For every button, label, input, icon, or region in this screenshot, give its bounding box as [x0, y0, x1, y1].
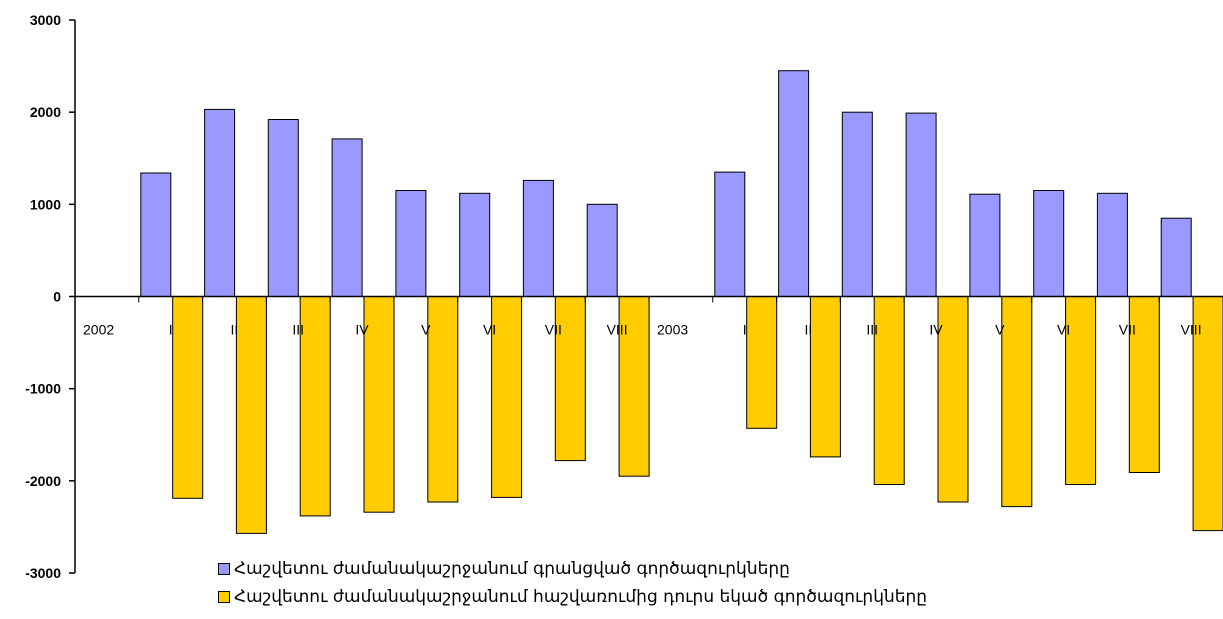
bar-registered-15	[1033, 190, 1065, 297]
x-category-label: II	[805, 322, 813, 338]
bar-removed-4	[363, 296, 395, 513]
bar-removed-14	[1001, 296, 1033, 508]
y-tick-label: -2000	[25, 473, 61, 489]
bar-registered-2	[204, 108, 236, 298]
bar-registered-11	[778, 70, 810, 297]
x-category-label: VII	[545, 322, 562, 338]
legend-item-registered: Հաշվետու ժամանակաշրջանում գրանցված գործա…	[218, 555, 927, 583]
bar-registered-5	[395, 190, 427, 297]
bar-removed-17	[1192, 296, 1223, 532]
bar-registered-4	[331, 138, 363, 297]
legend-label-registered: Հաշվետու ժամանակաշրջանում գրանցված գործա…	[234, 559, 790, 579]
y-tick-label: 0	[53, 289, 61, 305]
x-category-label: III	[866, 322, 878, 338]
bar-removed-10	[746, 296, 778, 429]
bar-removed-6	[491, 296, 523, 498]
bar-registered-12	[841, 111, 873, 297]
bar-registered-10	[714, 171, 746, 298]
x-category-label: V	[421, 322, 431, 338]
bar-registered-6	[459, 192, 491, 297]
bar-registered-13	[905, 112, 937, 297]
y-tick-label: 1000	[30, 196, 61, 212]
bar-removed-12	[873, 296, 905, 485]
x-category-label: I	[743, 322, 747, 338]
bar-removed-1	[172, 296, 204, 499]
bar-registered-8	[586, 203, 618, 297]
bar-removed-5	[427, 296, 459, 503]
bar-removed-3	[299, 296, 331, 517]
x-category-label: I	[169, 322, 173, 338]
bar-registered-16	[1096, 192, 1128, 297]
bars	[140, 70, 1223, 534]
bar-registered-17	[1160, 217, 1192, 297]
legend-item-removed: Հաշվետու ժամանակաշրջանում հաշվառումից դո…	[218, 583, 927, 611]
y-tick-label: -3000	[25, 565, 61, 581]
x-category-label: IV	[929, 322, 943, 338]
x-category-label: 2003	[657, 322, 688, 338]
bar-removed-15	[1065, 296, 1097, 485]
x-category-label: VII	[1119, 322, 1136, 338]
bar-registered-7	[522, 179, 554, 297]
bar-removed-2	[235, 296, 267, 534]
bar-removed-11	[809, 296, 841, 458]
x-category-label: V	[995, 322, 1005, 338]
y-tick-label: 3000	[30, 12, 61, 28]
x-category-label: 2002	[83, 322, 114, 338]
x-category-label: III	[292, 322, 304, 338]
bar-registered-1	[140, 172, 172, 297]
legend-swatch-removed	[218, 591, 230, 603]
legend-label-removed: Հաշվետու ժամանակաշրջանում հաշվառումից դո…	[234, 587, 928, 607]
x-category-label: VIII	[1181, 322, 1202, 338]
bar-removed-8	[618, 296, 650, 477]
x-category-label: VIII	[607, 322, 628, 338]
bar-registered-3	[267, 119, 299, 297]
y-tick-label: 2000	[30, 104, 61, 120]
x-category-label: VI	[1057, 322, 1070, 338]
x-category-label: II	[231, 322, 239, 338]
x-category-label: IV	[355, 322, 369, 338]
legend: Հաշվետու ժամանակաշրջանում գրանցված գործա…	[218, 555, 927, 611]
bar-removed-13	[937, 296, 969, 503]
bar-removed-16	[1128, 296, 1160, 473]
legend-swatch-registered	[218, 563, 230, 575]
y-tick-label: -1000	[25, 381, 61, 397]
bar-registered-14	[969, 193, 1001, 297]
x-category-label: VI	[483, 322, 496, 338]
axes	[69, 19, 1223, 574]
